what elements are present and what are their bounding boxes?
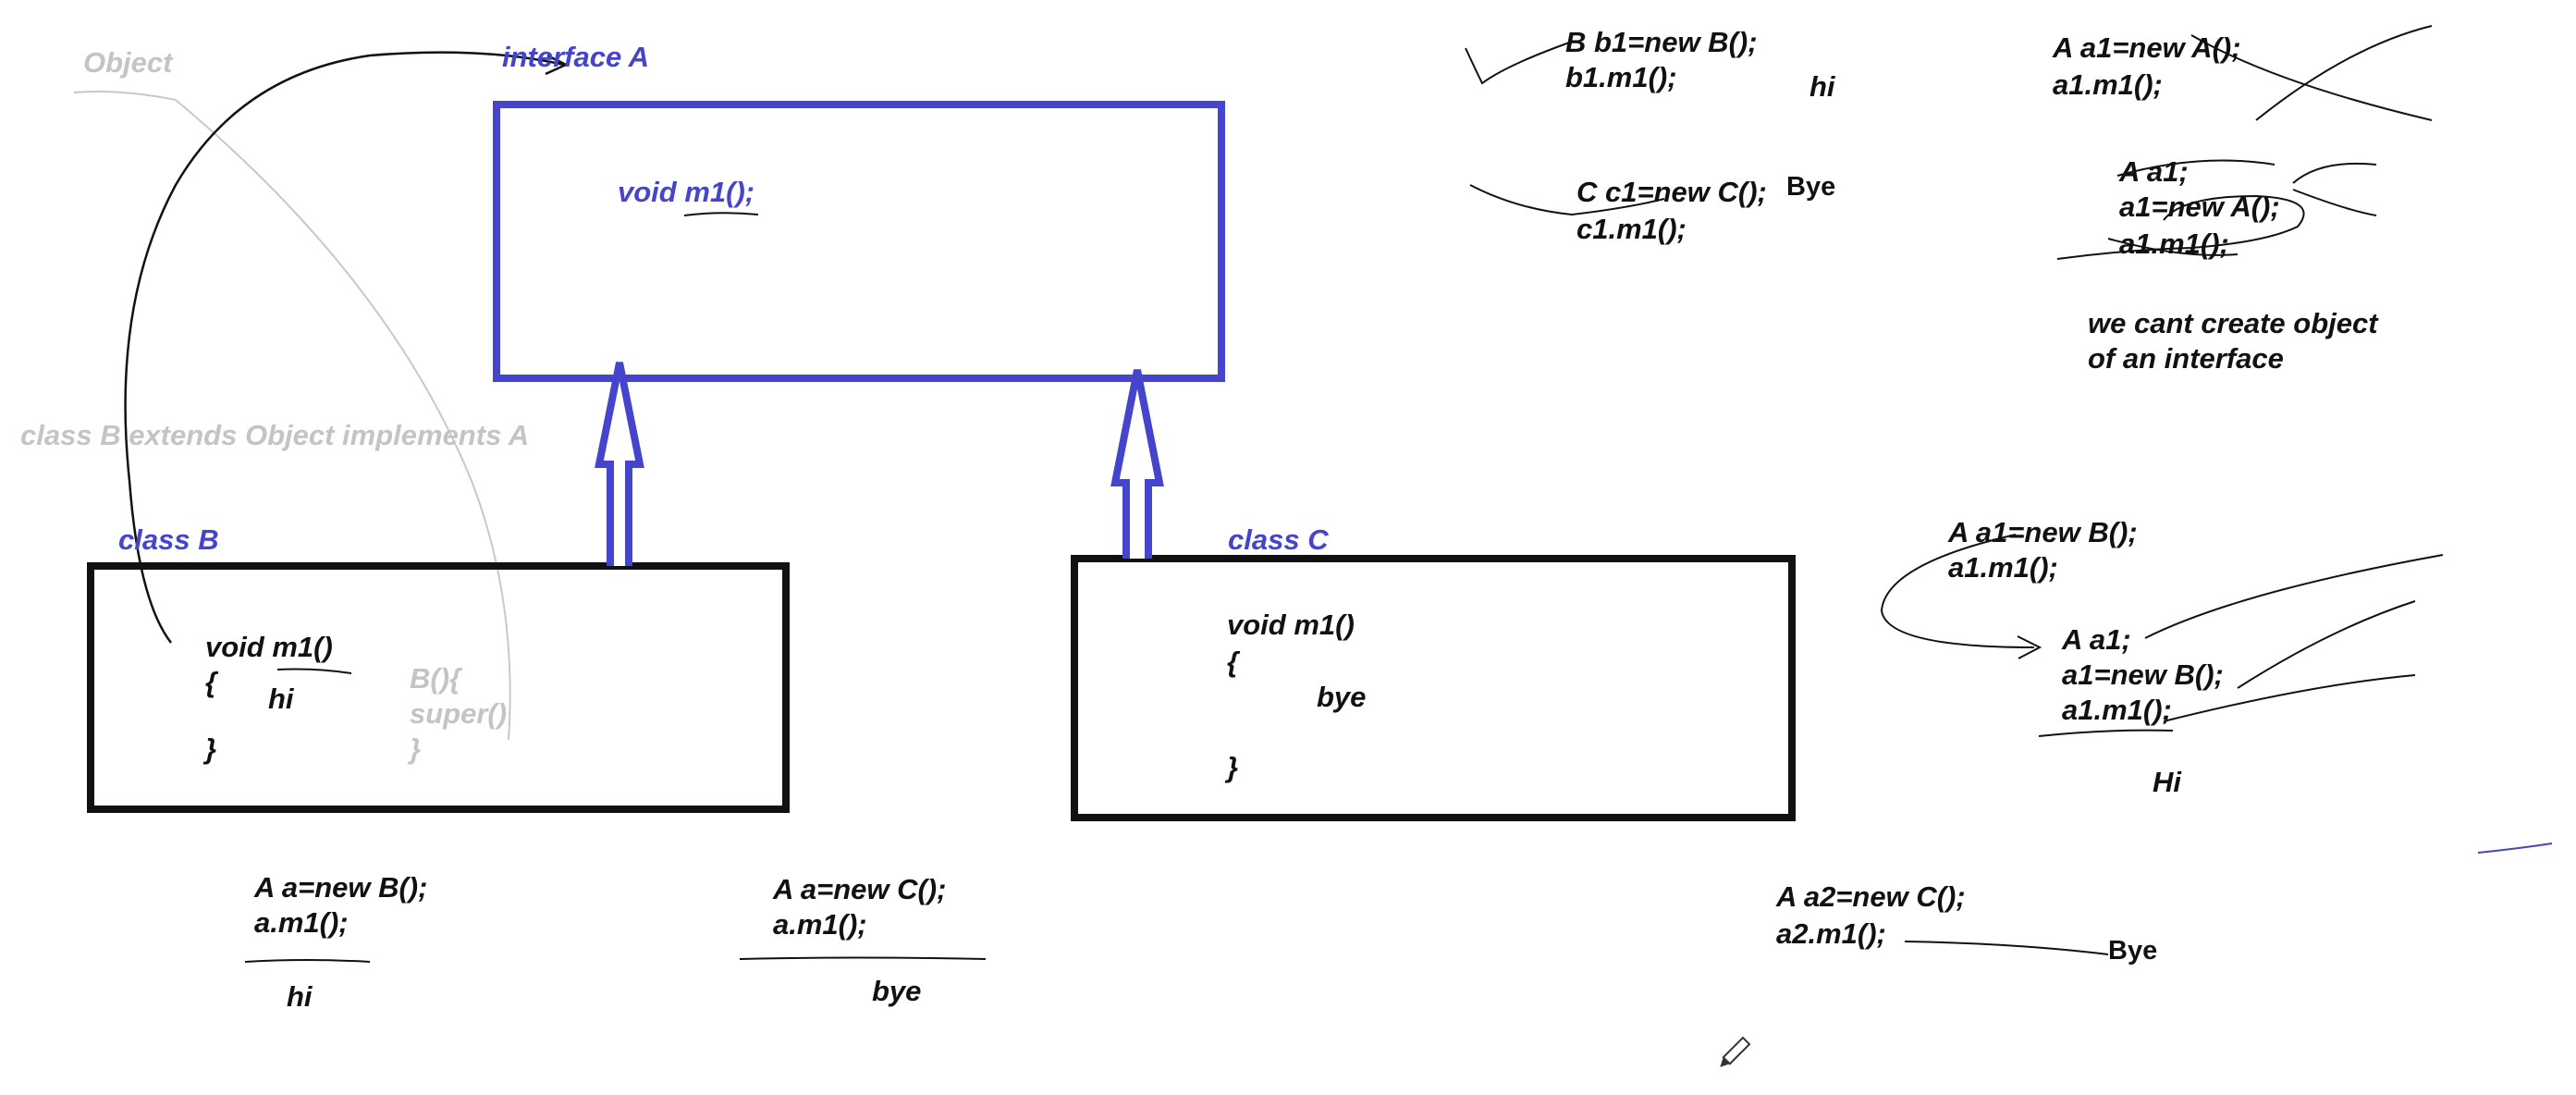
a1-new-b-line2: a1.m1();: [1948, 551, 2058, 584]
a1-assign-b: a1=new B();: [2062, 658, 2224, 691]
snippet-a-new-b-line2: a.m1();: [254, 906, 349, 939]
object-label: Object: [83, 46, 173, 79]
reference-curve-arrowhead: [2017, 635, 2042, 659]
pencil-icon[interactable]: [1717, 1036, 1751, 1070]
b-super-label: super(): [410, 697, 508, 730]
c1-line1: C c1=new C();: [1576, 176, 1767, 208]
c1-line2: c1.m1();: [1576, 213, 1687, 245]
interface-a-label: interface A: [502, 41, 650, 73]
no-object-note-line1: we cant create object: [2088, 307, 2378, 339]
a2-output-line: [1904, 941, 2109, 955]
a1-assign-a: a1=new A();: [2119, 191, 2280, 223]
snippet-a-new-c-line1: A a=new C();: [773, 873, 947, 905]
b-close-brace: }: [205, 732, 217, 765]
class-c-label: class C: [1228, 523, 1329, 556]
c-close-brace: }: [1227, 751, 1239, 783]
scribble-a1-oval: [2056, 194, 2305, 260]
b-open-brace: {: [205, 666, 217, 698]
b-hi-text: hi: [268, 683, 294, 715]
b1-output: hi: [1809, 70, 1835, 103]
implements-curve: [124, 51, 565, 644]
snippet-c-underline: [739, 956, 987, 960]
a1-new-a-line1: A a1=new A();: [2053, 31, 2241, 64]
interface-method-underline: [683, 212, 759, 216]
a1-new-b-line1: A a1=new B();: [1948, 516, 2138, 548]
scribble-right-2: [2237, 600, 2416, 689]
a1-output: Hi: [2153, 766, 2181, 798]
b-ctor-close: }: [410, 732, 422, 765]
b-hi-underline: [276, 668, 352, 674]
cross-a1-call-1: [2107, 238, 2239, 256]
b-ctor-label: B(){: [410, 662, 461, 695]
implements-curve-arrowhead: [545, 54, 569, 76]
interface-a-box: [493, 101, 1225, 382]
scribble-a1-assign: [2116, 159, 2275, 177]
snippet-a-new-b-output: hi: [287, 980, 313, 1013]
object-underline: [73, 91, 177, 101]
cross-mark-a1-decl-2: [2292, 162, 2377, 184]
c-open-brace: {: [1227, 646, 1239, 678]
no-object-note-line2: of an interface: [2088, 342, 2284, 375]
cross-mark-a1-decl-1: [2292, 189, 2377, 216]
b-method-label: void m1(): [205, 631, 333, 663]
c-method-label: void m1(): [1227, 609, 1355, 641]
a1-call-a: a1.m1();: [2119, 228, 2229, 260]
c-bye-text: bye: [1317, 681, 1367, 713]
a1-new-a-line2: a1.m1();: [2053, 68, 2163, 101]
b1-line2: b1.m1();: [1565, 61, 1677, 93]
snippet-a-new-c-line2: a.m1();: [773, 908, 867, 941]
a2-output: Bye: [2108, 936, 2158, 966]
implements-arrow-b: [595, 362, 644, 566]
check-mark-b1: [1465, 41, 1573, 85]
a2-line1: A a2=new C();: [1776, 880, 1966, 913]
c1-output: Bye: [1786, 172, 1836, 202]
b1-line1: B b1=new B();: [1565, 26, 1758, 58]
cross-mark-a1-line1: [2190, 34, 2433, 121]
class-b-extends-label: class B extends Object implements A: [20, 419, 530, 451]
snippet-b-underline: [244, 959, 371, 963]
a2-line2: a2.m1();: [1776, 917, 1886, 950]
a1-decl-b: A a1;: [2062, 623, 2131, 656]
scribble-right-3: [2163, 674, 2416, 722]
scribble-right-1: [2144, 554, 2444, 639]
implements-arrow-c: [1110, 369, 1164, 559]
scribble-right-4: [2038, 729, 2174, 737]
reference-curve: [1880, 534, 2035, 648]
check-mark-c1: [1469, 184, 1665, 216]
class-b-label: class B: [118, 523, 219, 556]
a1-call-b: a1.m1();: [2062, 694, 2172, 726]
snippet-a-new-c-output: bye: [872, 975, 922, 1007]
class-b-box: [87, 562, 790, 813]
inheritance-curve-gray: [175, 99, 511, 741]
scribble-right-5: [2477, 843, 2553, 854]
snippet-a-new-b-line1: A a=new B();: [254, 871, 428, 904]
cross-mark-a1-line2: [2255, 25, 2433, 121]
class-c-box: [1071, 555, 1796, 821]
a1-decl: A a1;: [2119, 155, 2189, 188]
interface-method: void m1();: [618, 176, 755, 208]
